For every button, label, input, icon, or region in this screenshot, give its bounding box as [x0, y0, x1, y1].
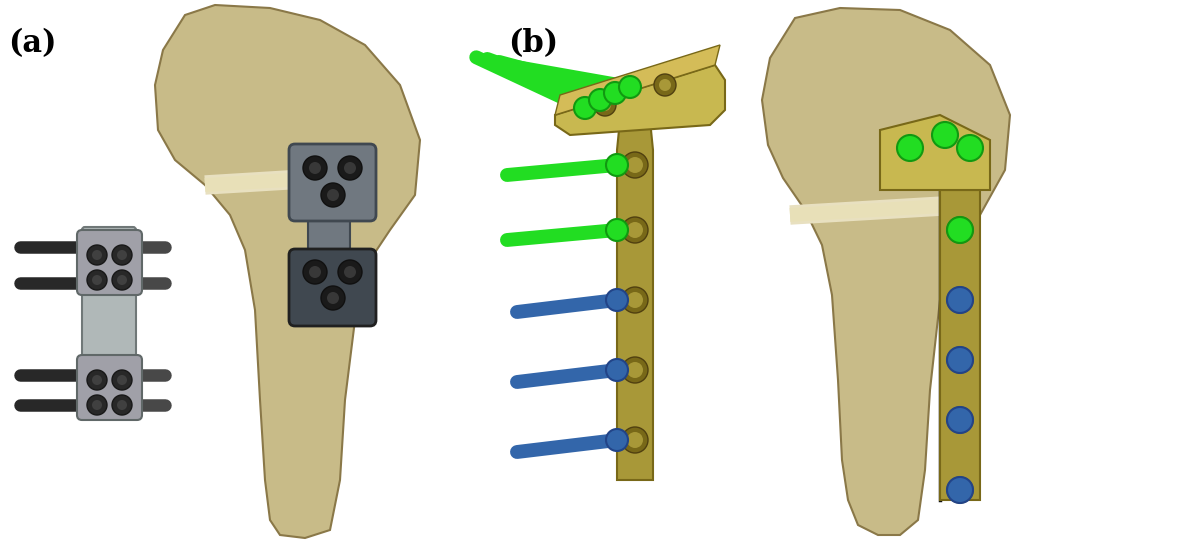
- Polygon shape: [155, 5, 420, 538]
- Circle shape: [947, 477, 973, 503]
- Circle shape: [654, 74, 676, 96]
- Circle shape: [898, 135, 924, 161]
- Circle shape: [87, 245, 107, 265]
- Circle shape: [606, 289, 628, 311]
- Circle shape: [622, 357, 648, 383]
- Circle shape: [932, 122, 958, 148]
- Circle shape: [947, 407, 973, 433]
- Circle shape: [627, 362, 642, 378]
- Polygon shape: [616, 90, 653, 480]
- Circle shape: [622, 427, 648, 453]
- Circle shape: [627, 432, 642, 448]
- Circle shape: [947, 347, 973, 373]
- Circle shape: [619, 76, 641, 98]
- Text: (b): (b): [508, 28, 559, 59]
- Circle shape: [606, 359, 628, 381]
- FancyBboxPatch shape: [289, 249, 376, 326]
- Circle shape: [87, 395, 107, 415]
- Circle shape: [947, 287, 973, 313]
- Circle shape: [344, 162, 355, 174]
- Circle shape: [92, 275, 102, 285]
- Circle shape: [327, 292, 339, 304]
- Circle shape: [117, 275, 128, 285]
- FancyBboxPatch shape: [77, 355, 142, 420]
- Circle shape: [304, 260, 327, 284]
- Circle shape: [957, 135, 983, 161]
- Circle shape: [112, 395, 132, 415]
- Circle shape: [627, 157, 642, 173]
- Circle shape: [606, 429, 628, 451]
- FancyBboxPatch shape: [308, 198, 350, 262]
- Circle shape: [589, 89, 611, 111]
- Circle shape: [87, 270, 107, 290]
- Circle shape: [304, 156, 327, 180]
- FancyBboxPatch shape: [81, 227, 136, 393]
- Circle shape: [947, 477, 973, 503]
- Circle shape: [112, 270, 132, 290]
- Polygon shape: [555, 45, 720, 115]
- Circle shape: [338, 260, 363, 284]
- Circle shape: [627, 292, 642, 308]
- Circle shape: [947, 217, 973, 243]
- Circle shape: [606, 219, 628, 241]
- Circle shape: [947, 217, 973, 243]
- Circle shape: [622, 217, 648, 243]
- Circle shape: [627, 222, 642, 238]
- Circle shape: [338, 156, 363, 180]
- Circle shape: [92, 400, 102, 410]
- Circle shape: [594, 94, 616, 116]
- Circle shape: [947, 347, 973, 373]
- Polygon shape: [555, 65, 725, 135]
- Circle shape: [117, 375, 128, 385]
- Circle shape: [321, 183, 345, 207]
- Polygon shape: [762, 8, 1010, 535]
- Circle shape: [112, 370, 132, 390]
- FancyBboxPatch shape: [289, 144, 376, 221]
- Circle shape: [599, 99, 611, 111]
- Circle shape: [622, 287, 648, 313]
- Circle shape: [606, 154, 628, 176]
- FancyBboxPatch shape: [77, 230, 142, 295]
- Circle shape: [344, 266, 355, 278]
- Circle shape: [603, 82, 626, 104]
- Polygon shape: [880, 115, 990, 190]
- Circle shape: [117, 250, 128, 260]
- Polygon shape: [940, 190, 980, 500]
- Circle shape: [574, 97, 596, 119]
- Circle shape: [659, 79, 671, 91]
- Circle shape: [622, 152, 648, 178]
- Circle shape: [92, 250, 102, 260]
- Circle shape: [309, 162, 321, 174]
- Circle shape: [327, 189, 339, 201]
- Circle shape: [112, 245, 132, 265]
- Circle shape: [309, 266, 321, 278]
- Text: (a): (a): [8, 28, 57, 59]
- Circle shape: [947, 287, 973, 313]
- Circle shape: [321, 286, 345, 310]
- Circle shape: [947, 407, 973, 433]
- Circle shape: [117, 400, 128, 410]
- Circle shape: [87, 370, 107, 390]
- Circle shape: [92, 375, 102, 385]
